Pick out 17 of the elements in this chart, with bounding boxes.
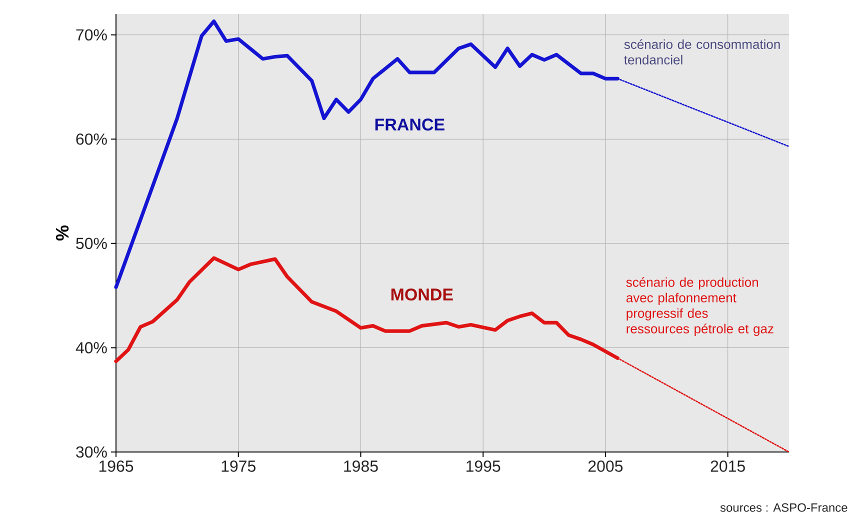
x-tick-label: 1995 — [466, 460, 500, 472]
source-note: sources : ASPO-France — [720, 503, 848, 512]
y-tick-label: 30% — [76, 446, 107, 458]
series-label: MONDE — [391, 288, 453, 301]
y-tick-label: 40% — [76, 342, 107, 354]
annotation: scénario de consommation tendanciel — [624, 39, 780, 64]
x-tick-label: 1975 — [222, 460, 256, 472]
y-axis-title: % — [56, 225, 69, 241]
x-tick-label: 2015 — [710, 460, 745, 472]
x-tick-label: 1965 — [99, 460, 134, 472]
series-label: FRANCE — [375, 118, 444, 131]
y-tick-label: 60% — [76, 133, 107, 145]
y-tick-label: 50% — [76, 238, 107, 250]
x-tick-label: 2005 — [588, 460, 623, 472]
y-tick-label: 70% — [76, 29, 107, 41]
x-tick-label: 1985 — [344, 460, 378, 472]
annotation: scénario de production avec plafonnement progressif des ressources pétrole et gaz — [626, 277, 774, 336]
